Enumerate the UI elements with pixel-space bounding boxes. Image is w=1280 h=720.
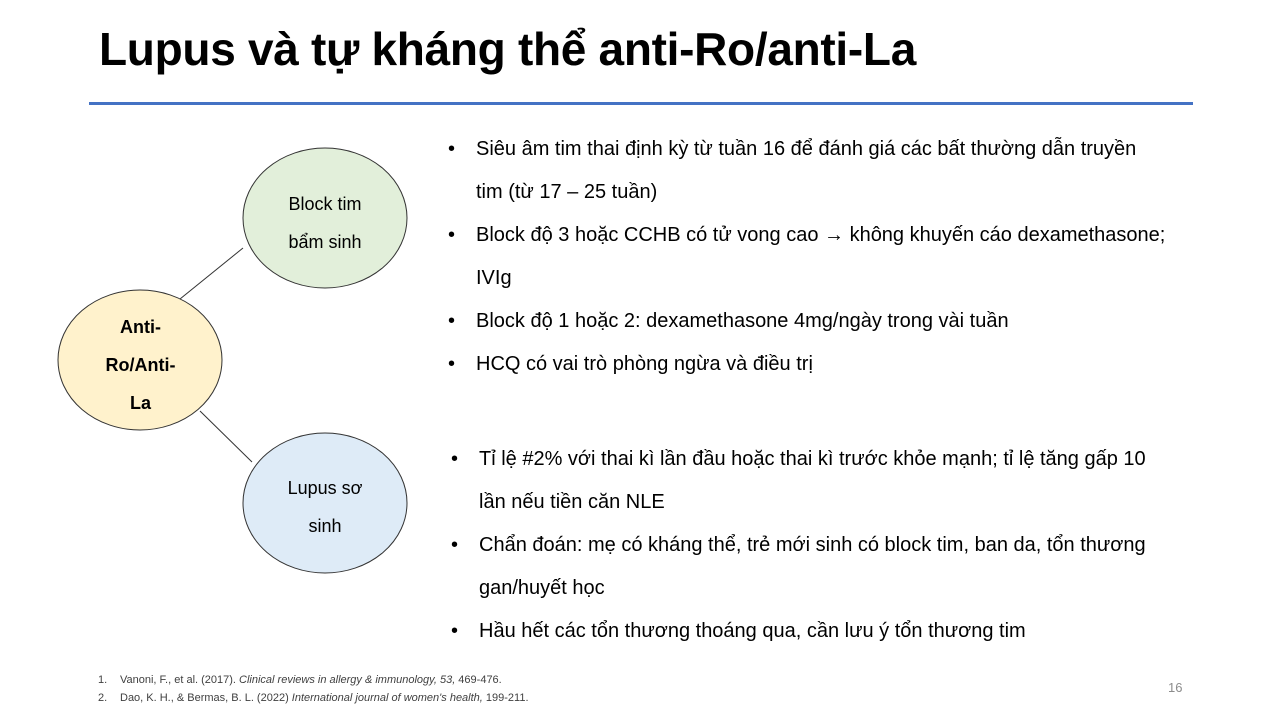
bullet-item: HCQ có vai trò phòng ngừa và điều trị [448,343,1168,386]
node-bottom-ellipse [242,432,408,574]
title-divider [89,102,1193,105]
bullet-list-bottom: Tỉ lệ #2% với thai kì lần đầu hoặc thai … [451,438,1171,653]
node-bottom-line: Lupus sơ [287,478,363,498]
node-center-label: Anti- Ro/Anti- La [58,308,223,422]
bullet-item: Block độ 1 hoặc 2: dexamethasone 4mg/ngà… [448,300,1168,343]
connector-top [179,247,244,300]
node-bottom-line: sinh [308,516,342,536]
reference-authors: Vanoni, F., et al. (2017). [120,674,240,686]
references: 1. Vanoni, F., et al. (2017). Clinical re… [98,671,529,707]
node-center-ellipse [57,289,223,431]
node-center-line: Anti- [120,317,161,337]
reference-pages: 469-476. [455,674,502,686]
node-top-ellipse [242,147,408,289]
reference-number: 2. [98,692,108,704]
bullet-item: Tỉ lệ #2% với thai kì lần đầu hoặc thai … [451,438,1171,524]
node-bottom-label: Lupus sơ sinh [243,469,407,545]
bullet-item: Chẩn đoán: mẹ có kháng thể, trẻ mới sinh… [451,524,1171,610]
bullet-item: Siêu âm tim thai định kỳ từ tuần 16 để đ… [448,128,1168,214]
connector-bottom [199,410,253,463]
bullet-item: Block độ 3 hoặc CCHB có tử vong cao → kh… [448,214,1168,300]
node-top-label: Block tim bẩm sinh [243,185,407,261]
reference-authors: Dao, K. H., & Bermas, B. L. (2022) [120,692,292,704]
node-top-line: Block tim [288,194,362,214]
bullet-item: Hầu hết các tổn thương thoáng qua, cần l… [451,610,1171,653]
reference-number: 1. [98,674,108,686]
node-center-line: Ro/Anti- [105,355,176,375]
reference-pages: 199-211. [482,692,529,704]
node-top-line: bẩm sinh [288,232,362,252]
slide-title: Lupus và tự kháng thể anti-Ro/anti-La [99,23,917,75]
reference-item: 2. Dao, K. H., & Bermas, B. L. (2022) Int… [98,689,529,707]
node-center-line: La [129,393,151,413]
bullet-list-top: Siêu âm tim thai định kỳ từ tuần 16 để đ… [448,128,1168,386]
page-number: 16 [1168,680,1183,695]
reference-journal: Clinical reviews in allergy & immunology… [239,674,456,686]
reference-item: 1. Vanoni, F., et al. (2017). Clinical re… [98,671,529,689]
reference-journal: International journal of women's health, [291,692,483,704]
